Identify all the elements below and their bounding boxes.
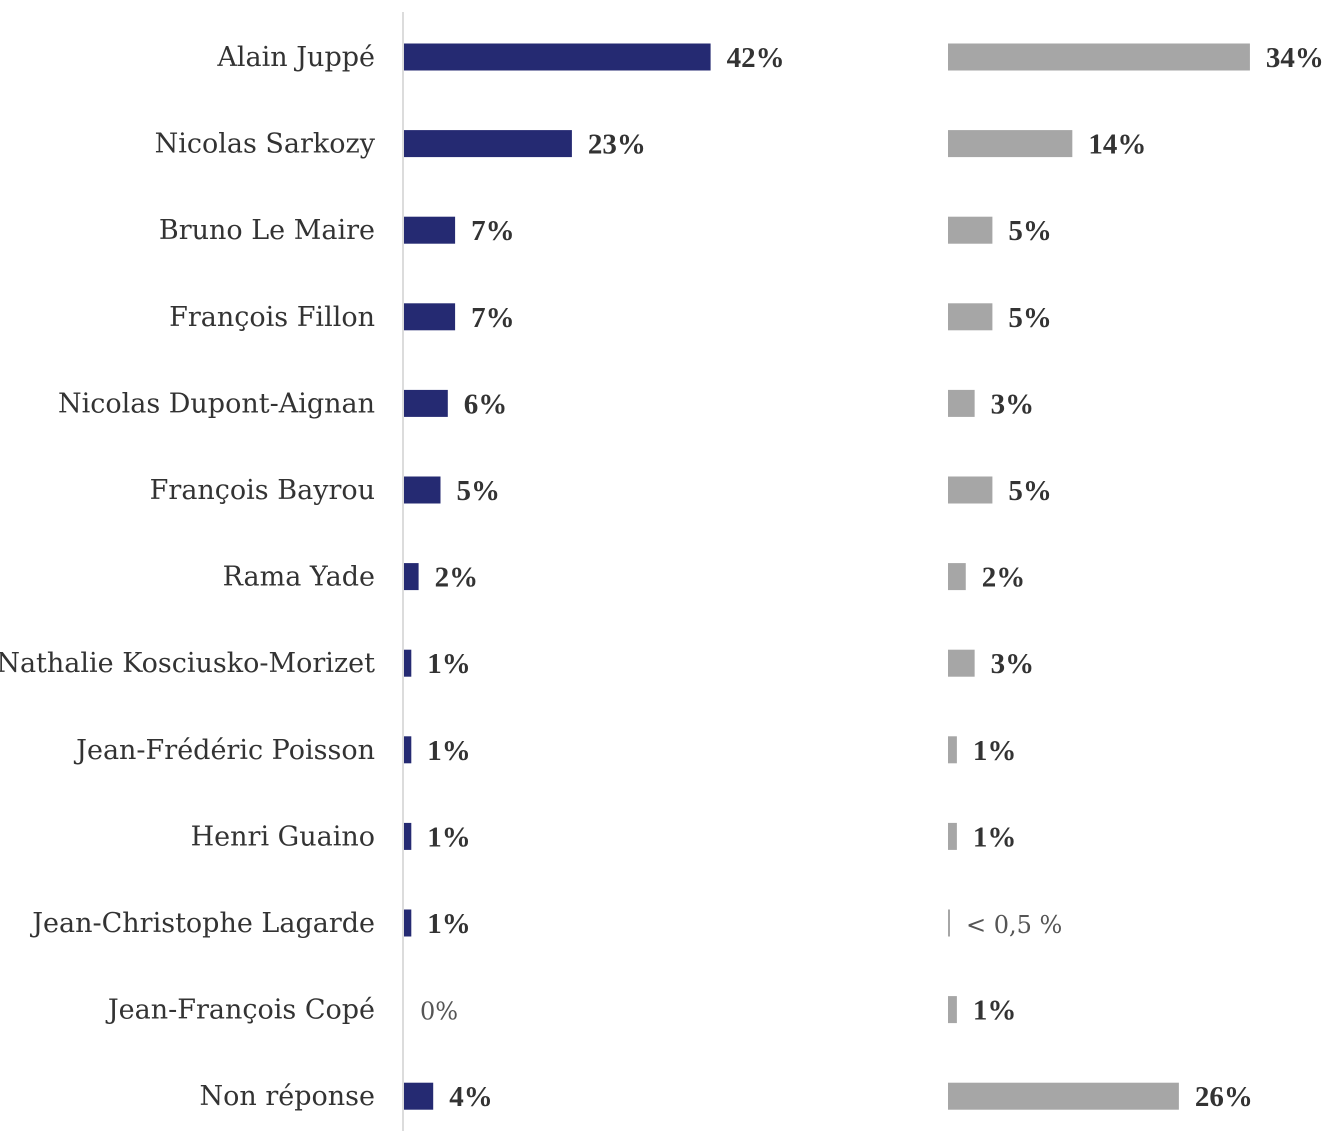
series-2-bar bbox=[948, 303, 993, 331]
series-2-bar bbox=[948, 1082, 1179, 1110]
series-1-value-label: 1% bbox=[427, 735, 471, 767]
series-1-value-label: 5% bbox=[457, 475, 501, 507]
series-2-value-label: 2% bbox=[982, 562, 1026, 594]
series-1-bar bbox=[404, 563, 419, 591]
series-1-bar bbox=[404, 822, 412, 850]
series-2-bar bbox=[948, 216, 993, 244]
series-1-value-label: 1% bbox=[427, 908, 471, 940]
category-label: François Bayrou bbox=[150, 475, 375, 506]
series-1-bar bbox=[404, 43, 711, 71]
category-label: François Fillon bbox=[169, 302, 375, 333]
series-2-bar bbox=[948, 822, 957, 850]
series-2-bar bbox=[948, 389, 975, 417]
series-2-bar bbox=[948, 909, 950, 937]
series-2-bar bbox=[948, 476, 993, 504]
series-1-value-label: 1% bbox=[427, 821, 471, 853]
series-2-value-label: 5% bbox=[1008, 302, 1052, 334]
series-1-bar bbox=[404, 1082, 434, 1110]
series-1-value-label: 6% bbox=[464, 388, 508, 420]
series-1-bar bbox=[404, 649, 412, 677]
category-label: Rama Yade bbox=[223, 562, 375, 593]
category-label: Non réponse bbox=[200, 1081, 376, 1112]
series-1-value-label: 4% bbox=[449, 1081, 493, 1113]
category-label: Bruno Le Maire bbox=[159, 215, 375, 246]
series-2-value-label: 3% bbox=[991, 648, 1035, 680]
series-1-bar bbox=[404, 303, 456, 331]
series-2-bar bbox=[948, 649, 975, 677]
category-label: Nathalie Kosciusko-Morizet bbox=[0, 648, 375, 679]
category-label: Jean-Christophe Lagarde bbox=[29, 908, 375, 939]
series-2-bar bbox=[948, 996, 957, 1024]
series-1-value-label: 2% bbox=[435, 562, 479, 594]
series-2-value-label: 5% bbox=[1008, 475, 1052, 507]
series-1-value-label: 7% bbox=[471, 302, 514, 334]
series-2-value-label: 14% bbox=[1088, 129, 1146, 161]
series-1-bar bbox=[404, 216, 456, 244]
category-label: Jean-François Copé bbox=[105, 995, 375, 1026]
series-1-bar bbox=[404, 130, 572, 158]
category-label: Nicolas Sarkozy bbox=[155, 129, 376, 160]
series-2-bar bbox=[948, 43, 1250, 71]
series-2-value-label: 5% bbox=[1008, 215, 1052, 247]
series-1-bar bbox=[404, 476, 441, 504]
series-2-value-label: < 0,5 % bbox=[966, 911, 1062, 939]
series-2-bars: 34% 14% 5% 5% 3% 5% 2% 3% 1% 1% < 0,5 % 1% 26% bbox=[948, 42, 1324, 1113]
series-1-bars: 42% 23% 7% 7% 6% 5% 2% 1% 1% 1% 1% 0% 4% bbox=[404, 42, 785, 1113]
series-1-bar bbox=[404, 736, 412, 764]
series-1-bar bbox=[404, 389, 448, 417]
category-label: Nicolas Dupont-Aignan bbox=[58, 388, 375, 419]
series-1-value-label: 7% bbox=[471, 215, 514, 247]
series-2-bar bbox=[948, 563, 966, 591]
series-1-bar bbox=[404, 909, 412, 937]
series-2-bar bbox=[948, 130, 1073, 158]
series-2-value-label: 1% bbox=[973, 821, 1017, 853]
series-1-value-label: 1% bbox=[427, 648, 471, 680]
series-1-value-label: 0% bbox=[420, 998, 458, 1026]
category-label: Alain Juppé bbox=[216, 42, 375, 73]
series-2-value-label: 34% bbox=[1266, 42, 1324, 74]
category-label: Jean-Frédéric Poisson bbox=[73, 735, 375, 766]
series-2-value-label: 26% bbox=[1195, 1081, 1253, 1113]
series-2-value-label: 1% bbox=[973, 735, 1017, 767]
series-1-value-label: 42% bbox=[727, 42, 785, 74]
series-2-value-label: 1% bbox=[973, 995, 1017, 1027]
series-2-bar bbox=[948, 736, 957, 764]
series-1-value-label: 23% bbox=[588, 129, 646, 161]
series-2-value-label: 3% bbox=[991, 388, 1035, 420]
category-labels: Alain Juppé Nicolas Sarkozy Bruno Le Maire… bbox=[0, 42, 376, 1112]
category-label: Henri Guaino bbox=[191, 821, 375, 852]
